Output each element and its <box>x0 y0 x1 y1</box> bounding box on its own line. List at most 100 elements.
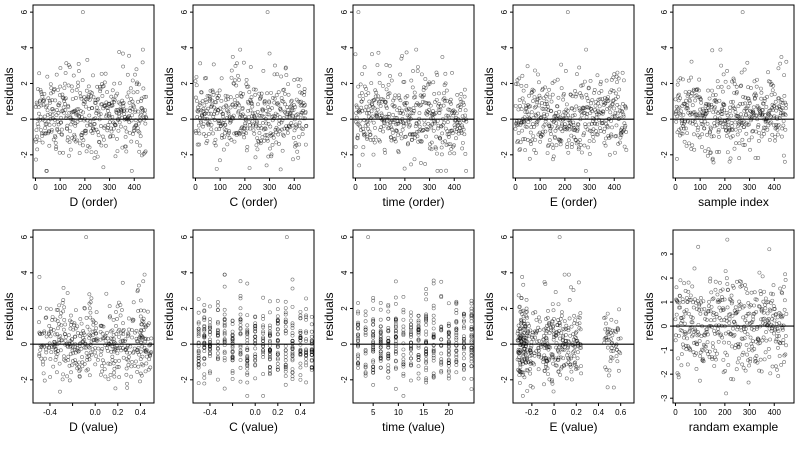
data-point <box>709 102 714 107</box>
data-point <box>765 127 770 132</box>
data-point <box>60 301 65 305</box>
data-point <box>123 347 127 352</box>
data-point <box>454 111 459 116</box>
data-point <box>77 151 82 155</box>
data-point <box>369 109 374 114</box>
data-point <box>549 328 554 333</box>
data-point <box>275 113 280 117</box>
data-point <box>363 365 368 370</box>
data-point <box>619 108 624 113</box>
data-point <box>759 86 763 91</box>
data-point <box>53 98 58 103</box>
data-point <box>737 356 741 361</box>
data-point <box>219 76 224 81</box>
data-point <box>115 351 120 356</box>
data-point <box>543 129 548 134</box>
data-point <box>290 350 295 354</box>
data-point <box>546 143 551 147</box>
data-point <box>780 126 785 131</box>
data-point <box>196 353 201 358</box>
data-point <box>143 339 148 344</box>
data-point <box>461 100 466 105</box>
x-tick-label: 300 <box>423 183 437 192</box>
data-point <box>84 235 89 240</box>
data-point <box>220 133 225 138</box>
data-point <box>778 286 783 291</box>
data-point <box>265 91 269 96</box>
data-point <box>290 331 295 335</box>
data-point <box>73 123 78 128</box>
data-point <box>223 123 228 127</box>
data-point <box>96 108 101 113</box>
data-point <box>283 369 288 374</box>
data-point <box>196 107 201 112</box>
data-point <box>775 127 780 132</box>
data-point <box>676 356 681 361</box>
data-point <box>238 352 243 357</box>
data-point <box>459 92 464 96</box>
data-point <box>111 317 116 322</box>
data-point <box>554 143 559 148</box>
data-point <box>552 79 557 84</box>
data-point <box>745 352 749 357</box>
data-point <box>252 131 257 136</box>
data-point <box>238 379 243 384</box>
data-point <box>231 113 236 118</box>
data-point <box>363 371 368 376</box>
data-point <box>208 346 212 351</box>
data-point <box>551 146 556 150</box>
data-point <box>704 110 709 115</box>
data-point <box>133 330 137 335</box>
data-point <box>537 352 542 357</box>
data-point <box>439 360 444 365</box>
data-point <box>106 361 111 366</box>
data-point <box>733 120 738 125</box>
data-point <box>521 282 526 287</box>
data-point <box>261 323 266 328</box>
data-point <box>462 366 466 371</box>
data-point <box>267 108 272 112</box>
data-point <box>54 113 59 118</box>
data-point <box>607 368 612 373</box>
data-point <box>716 85 721 90</box>
data-point <box>516 350 520 355</box>
data-point <box>363 327 368 332</box>
data-point <box>393 358 398 363</box>
data-point <box>35 147 40 152</box>
data-point <box>374 90 379 95</box>
data-point <box>371 347 376 352</box>
data-point <box>95 105 99 110</box>
data-point <box>282 87 287 92</box>
data-point <box>519 336 523 341</box>
data-point <box>610 125 614 130</box>
data-point <box>679 352 684 357</box>
data-point <box>782 307 787 312</box>
data-point <box>261 350 266 354</box>
data-point <box>34 128 39 133</box>
data-point <box>701 122 706 127</box>
data-point <box>267 365 272 370</box>
data-point <box>275 352 280 357</box>
data-point <box>556 95 561 100</box>
data-point <box>544 346 549 351</box>
data-point <box>45 74 50 79</box>
y-tick-label: -2 <box>180 151 189 159</box>
data-point <box>768 308 773 313</box>
data-point <box>283 367 288 371</box>
data-point <box>445 120 450 124</box>
data-point <box>519 296 524 301</box>
data-point <box>550 302 555 307</box>
data-point <box>409 318 413 323</box>
data-point <box>520 96 525 101</box>
data-point <box>103 71 108 76</box>
data-point <box>283 358 288 363</box>
data-point <box>63 71 68 75</box>
data-point <box>196 105 200 110</box>
data-point <box>720 298 725 302</box>
data-point <box>570 142 574 146</box>
data-point <box>393 328 398 333</box>
data-point <box>411 69 415 73</box>
data-point <box>433 119 438 124</box>
data-point <box>462 312 466 317</box>
